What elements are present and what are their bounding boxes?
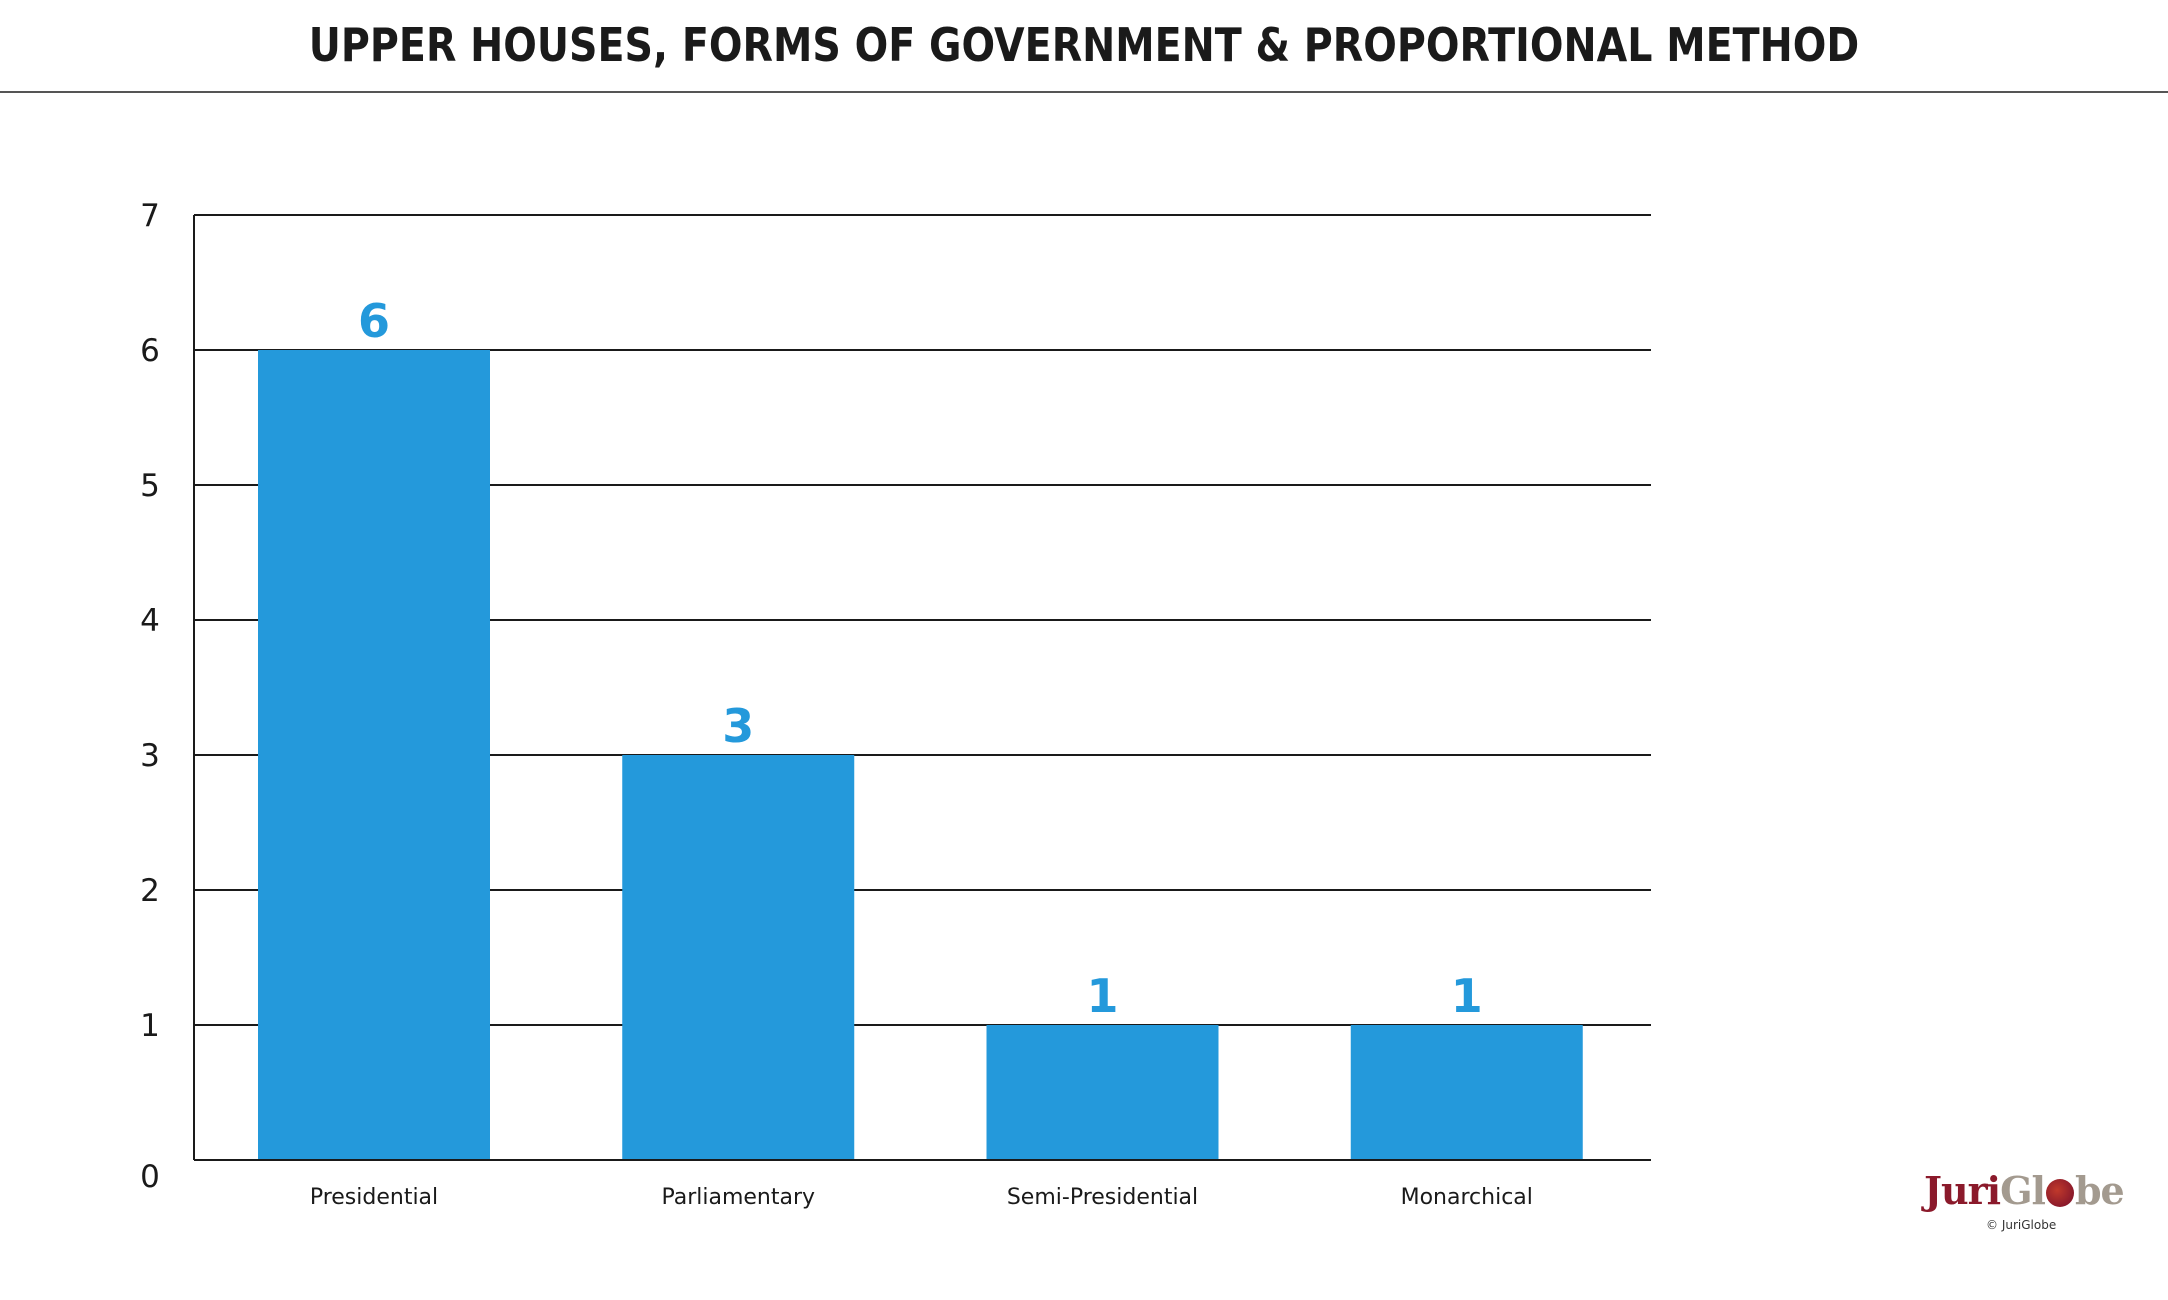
chart-title: UPPER HOUSES, FORMS OF GOVERNMENT & PROP… (308, 18, 1860, 72)
x-category-label: Semi-Presidential (1007, 1185, 1198, 1210)
x-category-label: Presidential (310, 1185, 438, 1210)
logo-word-juri: Juri (1924, 1168, 2001, 1213)
y-tick-label: 5 (140, 468, 160, 504)
title-divider (0, 91, 2168, 93)
data-label: 1 (1086, 969, 1118, 1023)
y-tick-label: 1 (140, 1008, 160, 1044)
data-labels: 6 3 1 1 (358, 294, 1483, 1023)
bar-parliamentary (622, 755, 855, 1160)
y-tick-label: 4 (140, 603, 160, 639)
x-category-label: Monarchical (1401, 1185, 1533, 1210)
bar-semi-presidential (986, 1025, 1219, 1160)
data-label: 6 (358, 294, 390, 348)
y-tick-label: 7 (140, 198, 160, 234)
y-tick-label: 3 (140, 738, 160, 774)
bar-presidential (258, 350, 490, 1160)
juriglobe-logo: JuriGl be © JuriGlobe (1924, 1168, 2125, 1234)
globe-icon (2045, 1179, 2074, 1207)
logo-wordmark: JuriGl be (1924, 1168, 2125, 1213)
data-label: 3 (722, 699, 754, 753)
logo-word-gl: Gl (2000, 1168, 2046, 1213)
y-tick-label: 6 (140, 333, 160, 369)
bar-monarchical (1350, 1025, 1583, 1160)
y-tick-label: 2 (140, 873, 160, 909)
x-category-label: Parliamentary (661, 1185, 815, 1210)
data-label: 1 (1451, 969, 1483, 1023)
axes (193, 215, 1651, 1161)
bars (258, 350, 1583, 1160)
logo-word-be: be (2074, 1168, 2125, 1213)
logo-copyright: © JuriGlobe (1986, 1218, 2057, 1232)
x-category-labels: Presidential Parliamentary Semi-Presidenti… (310, 1185, 1533, 1210)
y-tick-labels: 0 1 2 3 4 5 6 7 (140, 198, 160, 1195)
y-tick-label: 0 (140, 1159, 160, 1195)
